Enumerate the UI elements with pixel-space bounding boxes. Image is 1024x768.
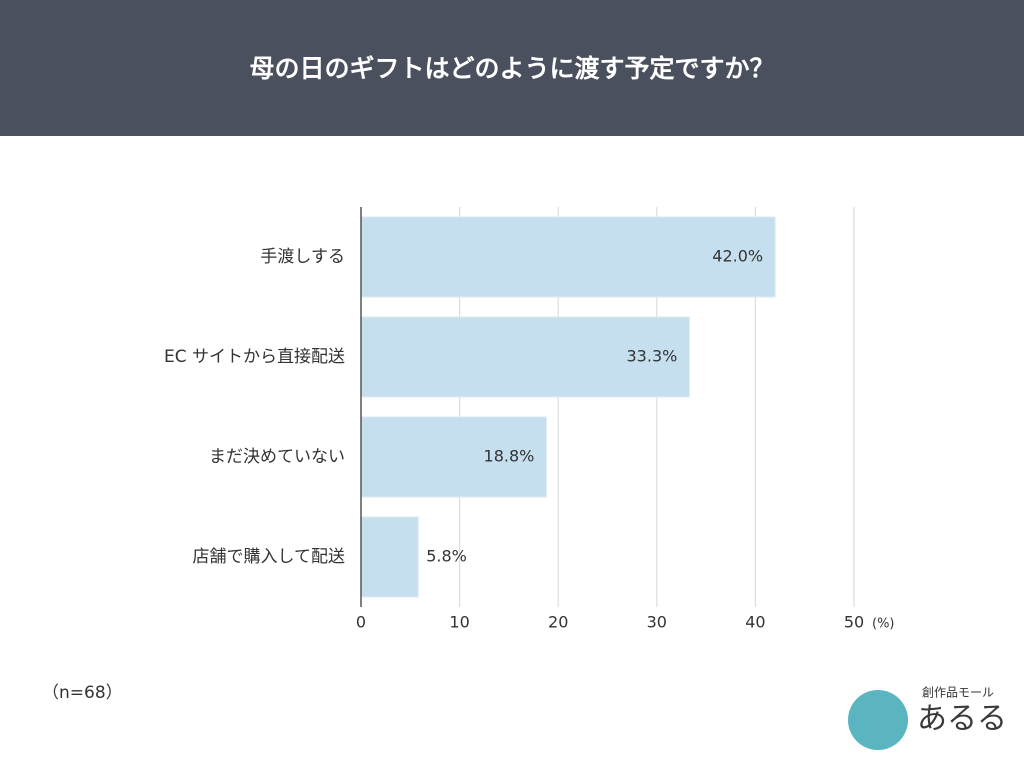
x-tick-label: 30 [647, 613, 667, 632]
x-unit: (%) [872, 617, 895, 632]
logo-icon [848, 690, 908, 750]
value-label: 5.8% [426, 547, 467, 566]
category-label: 店舗で購入して配送 [193, 547, 346, 567]
logo-main: あるる [917, 702, 1007, 737]
x-tick-label: 10 [449, 613, 469, 632]
bar [360, 316, 690, 398]
category-label: 手渡しする [260, 247, 345, 267]
value-label: 18.8% [484, 447, 535, 466]
x-tick-label: 40 [745, 613, 765, 632]
x-tick-label: 0 [356, 613, 366, 632]
logo-sub: 創作品モール [922, 686, 994, 700]
x-tick-label: 20 [548, 613, 568, 632]
bar [360, 416, 547, 498]
value-label: 33.3% [627, 347, 678, 366]
bar [360, 516, 419, 598]
category-label: まだ決めていない [209, 447, 345, 467]
x-tick-label: 50 [844, 613, 864, 632]
note: （n=68） [42, 683, 123, 703]
header-band [0, 0, 1024, 136]
category-label: EC サイトから直接配送 [164, 347, 345, 367]
chart-title: 母の日のギフトはどのように渡す予定ですか？ [249, 54, 774, 83]
value-label: 42.0% [712, 247, 763, 266]
